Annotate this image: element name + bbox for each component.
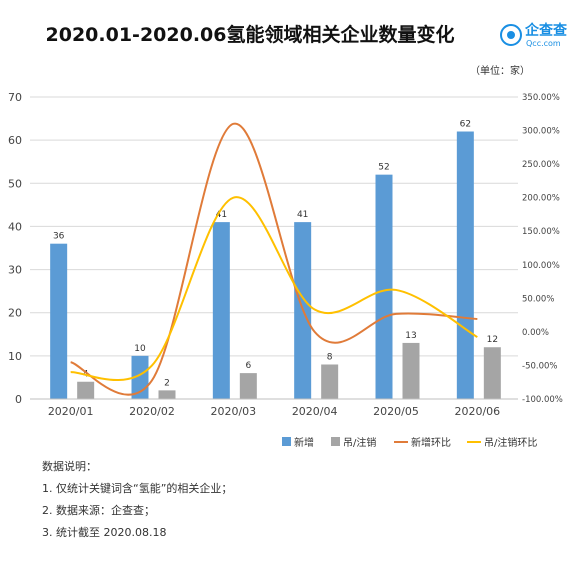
bar-cancel — [402, 342, 420, 399]
x-tick-label: 2020/03 — [210, 405, 256, 418]
y-tick-right: 50.00% — [522, 294, 554, 304]
data-notes: 数据说明： 1. 仅统计关键词含“氢能”的相关企业； 2. 数据来源：企查查； … — [42, 456, 232, 544]
legend-label-cancel-mom: 吊/注销环比 — [484, 438, 538, 449]
notes-heading: 数据说明： — [42, 460, 97, 473]
y-tick-right: 300.00% — [522, 127, 560, 137]
note-line-3: 3. 统计截至 2020.08.18 — [42, 526, 167, 539]
legend-label-new-mom: 新增环比 — [411, 438, 451, 449]
data-label-new: 36 — [53, 232, 65, 242]
bar-cancel — [239, 373, 257, 399]
data-label-new: 41 — [297, 210, 308, 220]
y-tick-right: -50.00% — [522, 361, 557, 371]
x-tick-label: 2020/05 — [373, 405, 419, 418]
data-label-cancel: 2 — [164, 378, 170, 388]
data-label-cancel: 6 — [245, 361, 251, 371]
bar-new — [375, 174, 393, 399]
y-tick-right: 150.00% — [522, 227, 560, 237]
y-tick-left: 70 — [8, 91, 22, 104]
y-tick-right: 250.00% — [522, 160, 560, 170]
note-line-2: 2. 数据来源：企查查； — [42, 504, 155, 517]
bar-cancel — [158, 390, 176, 399]
data-label-cancel: 13 — [405, 331, 416, 341]
chart-title: 2020.01-2020.06氢能领域相关企业数量变化 — [45, 24, 455, 46]
legend-item-cancel-mom: 吊/注销环比 — [467, 434, 537, 449]
logo-domain: Qcc.com — [526, 39, 561, 48]
x-tick-label: 2020/02 — [129, 405, 175, 418]
note-line-1: 1. 仅统计关键词含“氢能”的相关企业； — [42, 482, 233, 495]
bar-new — [212, 222, 230, 399]
legend-label-new: 新增 — [294, 438, 314, 449]
data-label-new: 62 — [460, 120, 471, 130]
y-tick-right: 100.00% — [522, 261, 560, 271]
legend-swatch-new-mom — [394, 440, 408, 443]
y-tick-right: 0.00% — [522, 328, 549, 338]
logo-name: 企查查 — [525, 23, 567, 39]
unit-label: （单位：家） — [470, 66, 530, 77]
data-label-new: 10 — [134, 344, 146, 354]
y-tick-left: 40 — [8, 220, 22, 233]
y-tick-right: 350.00% — [522, 93, 560, 103]
legend-item-cancel: 吊/注销 — [331, 434, 376, 449]
y-tick-left: 0 — [15, 393, 22, 406]
legend-label-cancel: 吊/注销 — [343, 438, 377, 449]
data-label-cancel: 8 — [327, 352, 333, 362]
legend-item-new-mom: 新增环比 — [394, 434, 451, 449]
line-new-mom — [70, 122, 478, 396]
legend-swatch-cancel — [331, 437, 340, 446]
y-tick-left: 60 — [8, 134, 22, 147]
line-cancel-mom — [70, 196, 478, 382]
x-tick-label: 2020/06 — [454, 405, 500, 418]
bar-new — [456, 131, 474, 399]
y-tick-right: -100.00% — [522, 395, 563, 405]
bar-cancel — [321, 364, 339, 399]
x-tick-label: 2020/04 — [292, 405, 338, 418]
y-tick-left: 50 — [8, 177, 22, 190]
data-label-new: 41 — [216, 210, 227, 220]
data-label-new: 52 — [378, 163, 389, 173]
x-tick-label: 2020/01 — [48, 405, 94, 418]
y-tick-right: 200.00% — [522, 194, 560, 204]
qcc-logo-icon — [500, 24, 522, 46]
y-tick-left: 20 — [8, 307, 22, 320]
legend-swatch-cancel-mom — [467, 440, 481, 443]
data-label-cancel: 12 — [487, 335, 498, 345]
combo-chart: 0 10 20 30 40 50 60 70 -100.00% -50.00% 0.00% 50.00… — [8, 91, 563, 418]
legend-swatch-new — [282, 437, 291, 446]
bar-cancel — [77, 381, 95, 399]
y-tick-left: 30 — [8, 264, 22, 277]
y-tick-left: 10 — [8, 350, 22, 363]
bar-cancel — [483, 347, 501, 399]
legend-item-new: 新增 — [282, 434, 314, 449]
qcc-logo: 企查查 Qcc.com — [500, 20, 580, 54]
bar-new — [50, 243, 68, 399]
